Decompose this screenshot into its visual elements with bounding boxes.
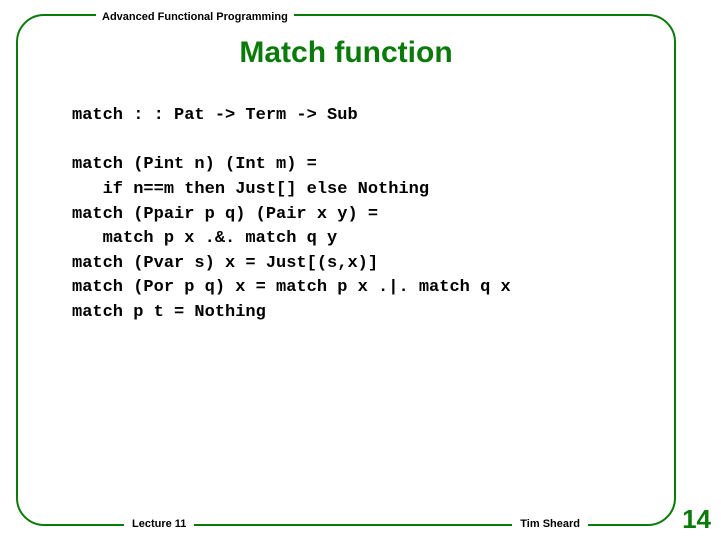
code-signature: match : : Pat -> Term -> Sub bbox=[72, 106, 358, 125]
author-label: Tim Sheard bbox=[520, 518, 580, 530]
footer-left-container: Lecture 11 bbox=[124, 514, 194, 532]
code-body-line: match (Por p q) x = match p x .|. match … bbox=[72, 278, 511, 297]
code-body-line: if n==m then Just[] else Nothing bbox=[72, 180, 429, 199]
course-label: Advanced Functional Programming bbox=[102, 11, 288, 23]
page-number: 14 bbox=[682, 504, 711, 535]
slide-frame: Advanced Functional Programming Match fu… bbox=[16, 14, 676, 526]
code-body-line: match p x .&. match q y bbox=[72, 229, 337, 248]
code-body-line: match (Ppair p q) (Pair x y) = bbox=[72, 205, 378, 224]
slide-title: Match function bbox=[18, 36, 674, 70]
code-body-line: match (Pvar s) x = Just[(s,x)] bbox=[72, 254, 378, 273]
code-body-line: match (Pint n) (Int m) = bbox=[72, 155, 317, 174]
lecture-label: Lecture 11 bbox=[132, 518, 186, 530]
footer-right-container: Tim Sheard bbox=[512, 514, 588, 532]
code-body-line: match p t = Nothing bbox=[72, 303, 266, 322]
header-label-container: Advanced Functional Programming bbox=[96, 7, 294, 25]
code-block: match : : Pat -> Term -> Sub match (Pint… bbox=[72, 104, 511, 326]
